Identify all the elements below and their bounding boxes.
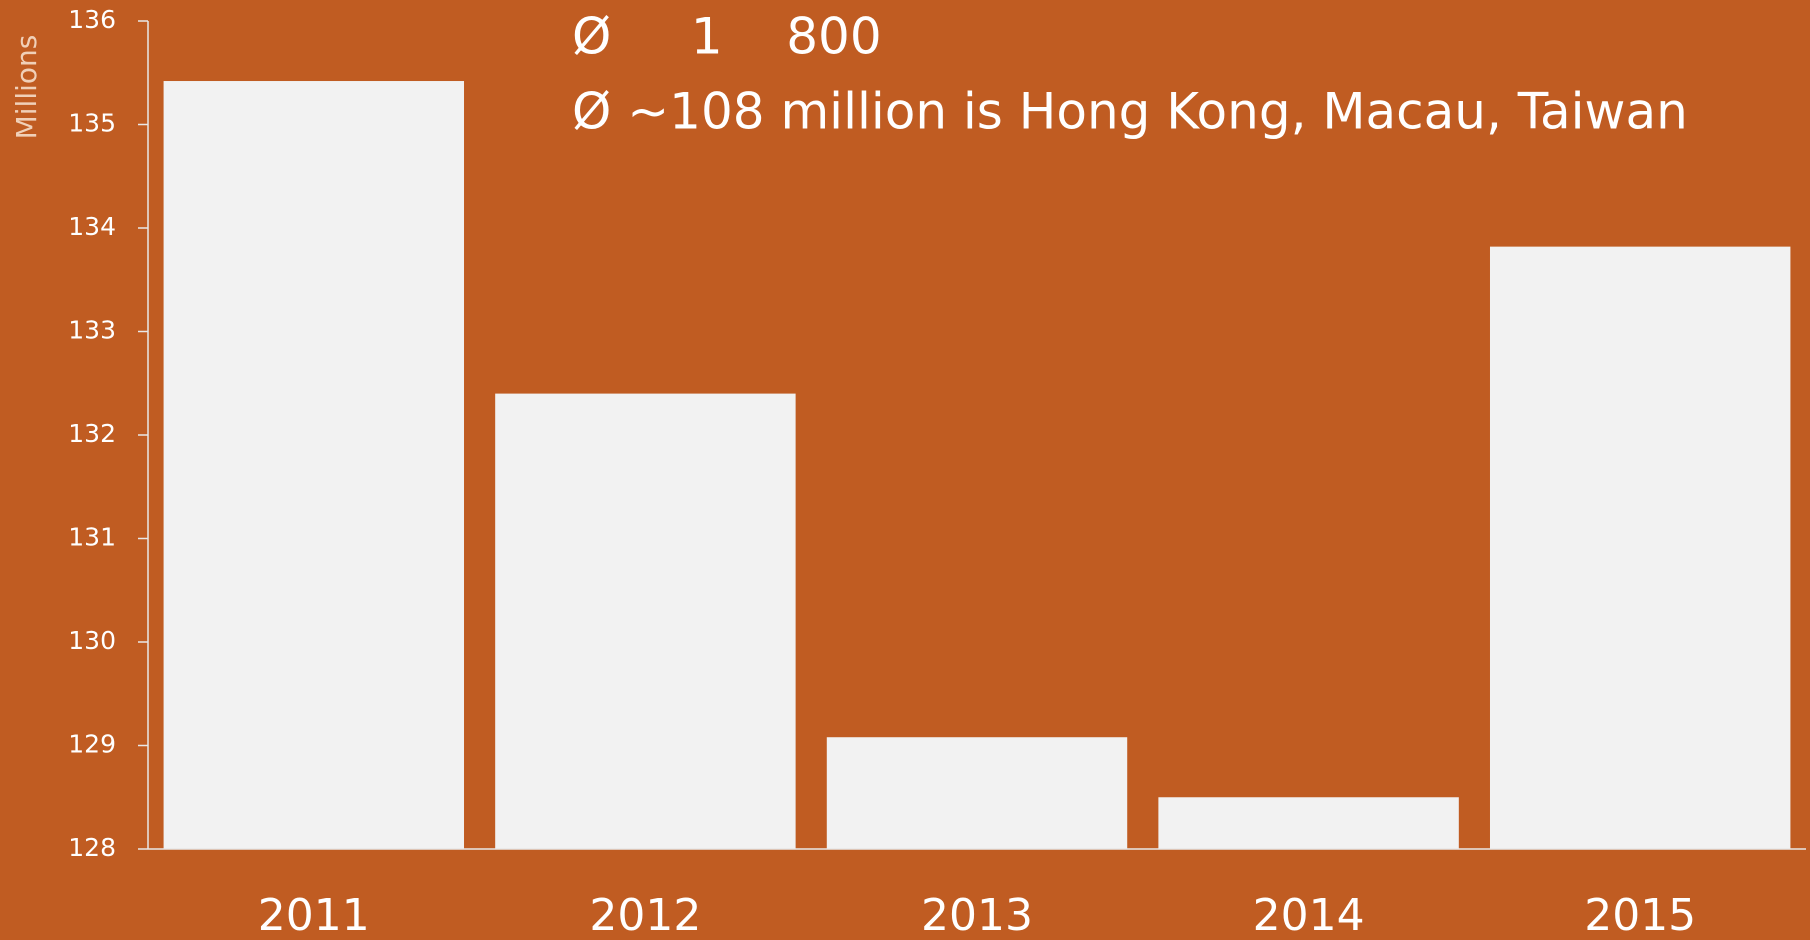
x-tick-label: 2015 [1584,890,1696,940]
annotation: Ø 1 800 [572,8,882,66]
bar [1489,246,1791,849]
y-tick-label: 135 [68,109,116,138]
x-tick-label: 2013 [921,890,1033,940]
x-tick-label: 2011 [258,890,370,940]
y-tick-label: 132 [68,419,116,448]
y-tick-label: 131 [68,523,116,552]
bar [1158,797,1459,849]
x-tick-label: 2012 [589,890,701,940]
bar [163,81,465,849]
x-tick-label: 2014 [1253,890,1365,940]
annotation: Ø ~108 million is Hong Kong, Macau, Taiw… [572,83,1688,141]
y-tick-label: 130 [68,626,116,655]
y-tick-label: 129 [68,730,116,759]
y-axis-label: Millions [10,35,43,140]
y-tick-label: 134 [68,212,116,241]
y-tick-label: 136 [68,5,116,34]
bar [495,393,796,849]
y-tick-label: 128 [68,833,116,862]
y-tick-label: 133 [68,316,116,345]
bar [826,737,1128,849]
